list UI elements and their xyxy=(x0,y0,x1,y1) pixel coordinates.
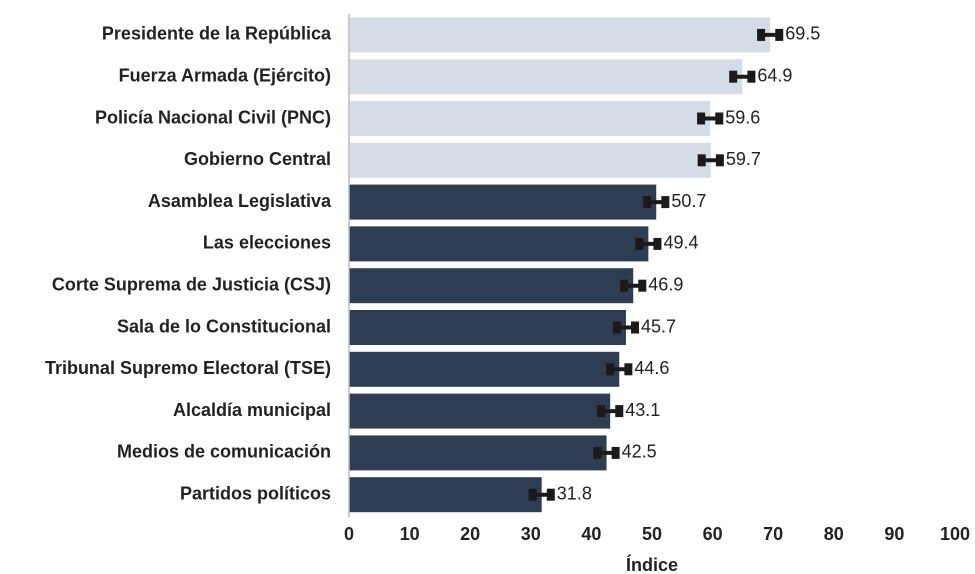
bar xyxy=(349,351,620,387)
x-tick-label: 60 xyxy=(703,524,723,544)
bar xyxy=(349,17,771,53)
x-tick-label: 0 xyxy=(344,524,354,544)
value-label: 64.9 xyxy=(757,65,792,85)
x-tick-label: 40 xyxy=(581,524,601,544)
x-tick-label: 100 xyxy=(940,524,970,544)
bar xyxy=(349,184,657,220)
error-bar xyxy=(643,196,670,209)
bar xyxy=(349,310,626,345)
error-bar xyxy=(620,279,647,292)
error-bar xyxy=(593,446,620,459)
bar xyxy=(349,59,743,95)
x-tick-label: 20 xyxy=(460,524,480,544)
value-label: 49.4 xyxy=(663,233,698,253)
y-tick-label: Tribunal Supremo Electoral (TSE) xyxy=(45,358,331,378)
error-bar xyxy=(612,321,640,334)
bar xyxy=(349,393,611,429)
y-tick-label: Gobierno Central xyxy=(184,149,331,169)
bar xyxy=(349,477,542,513)
bar xyxy=(349,268,634,304)
y-tick-label: Presidente de la República xyxy=(102,24,332,44)
value-label: 59.6 xyxy=(725,107,760,127)
value-label: 59.7 xyxy=(726,149,761,169)
y-tick-label: Medios de comunicación xyxy=(117,442,331,462)
error-bar xyxy=(635,237,662,250)
error-bar xyxy=(757,28,784,41)
error-bar xyxy=(729,70,756,83)
x-tick-label: 80 xyxy=(824,524,844,544)
x-axis-label: Índice xyxy=(626,554,678,574)
error-bar xyxy=(697,154,724,167)
value-label: 46.9 xyxy=(648,274,683,294)
error-bar xyxy=(597,405,624,418)
y-tick-label: Alcaldía municipal xyxy=(173,400,331,420)
y-tick-label: Asamblea Legislativa xyxy=(148,191,332,211)
value-label: 69.5 xyxy=(785,24,820,44)
x-tick-label: 50 xyxy=(642,524,662,544)
y-tick-label: Partidos políticos xyxy=(180,483,331,503)
x-tick-label: 90 xyxy=(884,524,904,544)
y-tick-label: Policía Nacional Civil (PNC) xyxy=(95,107,331,127)
bar xyxy=(349,101,711,136)
bar xyxy=(349,142,711,178)
error-bar xyxy=(606,363,633,376)
x-tick-label: 70 xyxy=(763,524,783,544)
y-tick-label: Las elecciones xyxy=(203,233,331,253)
y-tick-label: Fuerza Armada (Ejército) xyxy=(119,65,331,85)
error-bar xyxy=(697,112,724,125)
value-label: 31.8 xyxy=(557,483,592,503)
value-label: 45.7 xyxy=(641,316,676,336)
y-tick-label: Sala de lo Constitucional xyxy=(117,316,331,336)
error-bar xyxy=(528,488,555,501)
value-label: 43.1 xyxy=(625,400,660,420)
bar xyxy=(349,226,649,262)
value-label: 44.6 xyxy=(634,358,669,378)
x-tick-label: 30 xyxy=(521,524,541,544)
bar xyxy=(349,435,607,471)
x-tick-label: 10 xyxy=(400,524,420,544)
value-label: 42.5 xyxy=(622,442,657,462)
value-label: 50.7 xyxy=(671,191,706,211)
y-tick-label: Corte Suprema de Justicia (CSJ) xyxy=(52,274,331,294)
